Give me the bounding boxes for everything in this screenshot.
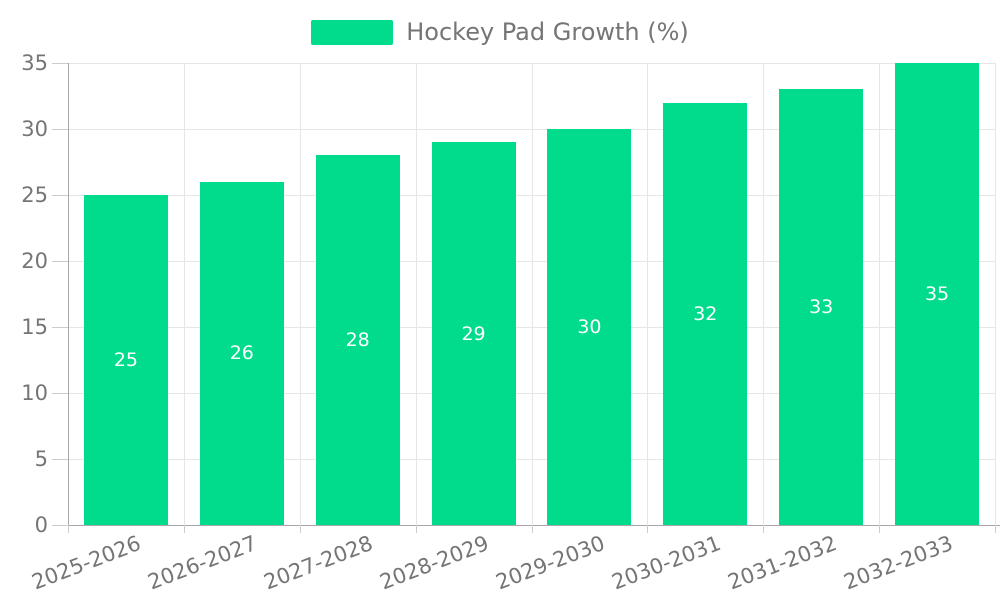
bar-value-label: 28 <box>345 329 370 352</box>
gridline-horizontal <box>68 393 995 394</box>
bar[interactable]: 29 <box>431 142 516 525</box>
x-tick-label: 2028-2029 <box>376 531 493 595</box>
legend[interactable]: Hockey Pad Growth (%) <box>0 17 1000 47</box>
y-tick-mark <box>52 393 68 394</box>
legend-label: Hockey Pad Growth (%) <box>406 18 689 46</box>
y-tick-label: 25 <box>21 183 48 207</box>
gridline-vertical <box>763 63 764 525</box>
gridline-vertical <box>416 63 417 525</box>
gridline-horizontal <box>68 129 995 130</box>
x-tick-mark <box>995 525 996 533</box>
x-tick-label: 2027-2028 <box>260 531 377 595</box>
y-tick-label: 0 <box>34 513 48 537</box>
y-tick-label: 30 <box>21 117 48 141</box>
bar-value-label: 35 <box>924 283 950 305</box>
bar[interactable]: 30 <box>547 129 632 525</box>
gridline-vertical <box>184 63 185 525</box>
x-tick-mark <box>68 525 69 533</box>
plot-area: 25 26 28 29 30 32 33 35 <box>68 63 1000 526</box>
gridline-vertical <box>995 63 996 525</box>
gridline-horizontal <box>68 195 995 196</box>
gridline-vertical <box>647 63 648 525</box>
x-tick-mark <box>416 525 417 533</box>
legend-swatch <box>311 19 394 45</box>
x-tick-mark <box>184 525 185 533</box>
bar[interactable]: 32 <box>663 102 748 525</box>
x-tick-mark <box>879 525 880 533</box>
x-tick-label: 2030-2031 <box>608 531 724 595</box>
x-tick-mark <box>300 525 301 533</box>
x-tick-mark <box>647 525 648 533</box>
bar-value-label: 29 <box>461 322 486 345</box>
y-tick-label: 35 <box>21 51 48 75</box>
bar-value-label: 26 <box>229 342 254 365</box>
y-tick-label: 20 <box>21 249 48 273</box>
x-tick-mark <box>763 525 764 533</box>
gridline-horizontal <box>68 327 995 328</box>
y-tick-mark <box>52 327 68 328</box>
x-tick-label: 2025-2026 <box>29 531 145 595</box>
bar[interactable]: 26 <box>199 181 284 525</box>
y-tick-label: 15 <box>21 315 48 339</box>
gridline-horizontal <box>68 63 995 64</box>
y-tick-mark <box>52 459 68 460</box>
y-tick-label: 5 <box>34 447 48 471</box>
gridline-vertical <box>879 63 880 525</box>
x-tick-label: 2031-2032 <box>724 531 840 595</box>
y-axis-line <box>68 63 69 525</box>
y-tick-mark <box>52 261 68 262</box>
gridline-vertical <box>300 63 301 525</box>
gridline-vertical <box>532 63 533 525</box>
gridline-horizontal <box>68 261 995 262</box>
gridline-horizontal <box>68 459 995 460</box>
bar-value-label: 32 <box>693 302 718 325</box>
y-tick-mark <box>52 63 68 64</box>
x-axis-line <box>68 525 1000 526</box>
bar[interactable]: 25 <box>83 195 168 525</box>
x-tick-label: 2032-2033 <box>840 531 956 595</box>
y-tick-mark <box>52 195 68 196</box>
bar[interactable]: 28 <box>315 155 400 525</box>
y-tick-label: 10 <box>21 381 48 405</box>
bar[interactable]: 33 <box>779 89 864 525</box>
x-tick-label: 2029-2030 <box>492 531 609 595</box>
y-tick-mark <box>52 129 68 130</box>
y-tick-mark <box>52 525 68 526</box>
x-tick-mark <box>532 525 533 533</box>
x-tick-label: 2026-2027 <box>144 531 261 595</box>
bar-value-label: 25 <box>113 349 139 371</box>
bar-value-label: 33 <box>809 296 834 319</box>
bar-value-label: 30 <box>577 316 602 338</box>
bar[interactable]: 35 <box>895 63 980 525</box>
